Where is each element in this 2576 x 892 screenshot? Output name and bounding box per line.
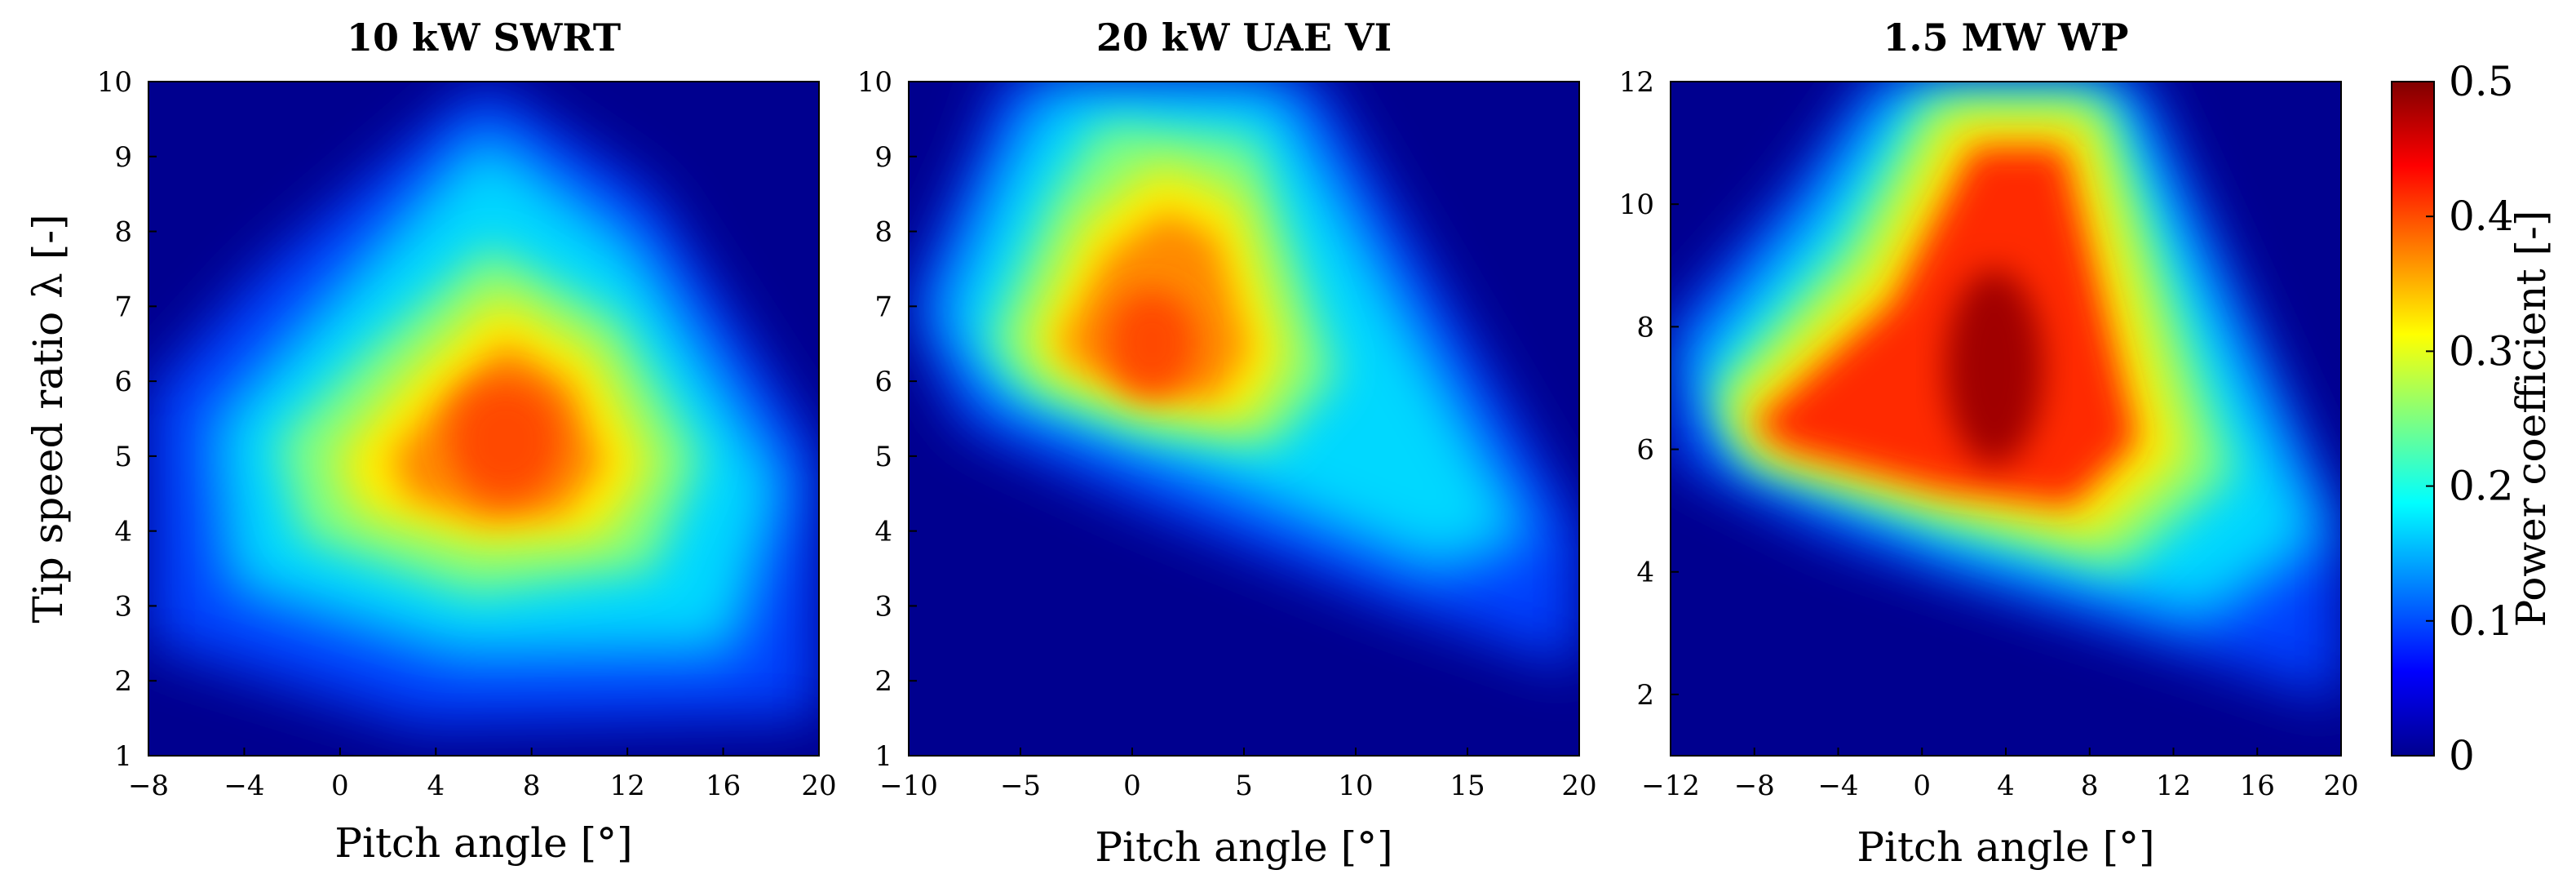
colorbar-tick-label: 0.5 [2449, 58, 2514, 105]
colorbar-ticks: 0 0.1 0.2 0.3 0.4 0.5 [2426, 58, 2514, 779]
colorbar-tick-label: 0.3 [2449, 327, 2514, 375]
x-tick-label: −4 [224, 770, 264, 802]
x-tick-label: −8 [128, 770, 169, 802]
x-tick-label: −8 [1734, 770, 1775, 802]
x-tick-label: 8 [523, 770, 541, 802]
y-tick-label: 2 [114, 665, 132, 698]
x-tick-label: 4 [427, 770, 445, 802]
y-ticks: 2 4 6 8 10 12 [1619, 66, 1679, 712]
y-tick-label: 12 [1619, 66, 1654, 99]
x-tick-label: 4 [1997, 770, 2015, 802]
x-tick-label: −12 [1641, 770, 1700, 802]
y-tick-label: 1 [114, 740, 132, 773]
x-tick-label: 16 [706, 770, 741, 802]
x-tick-label: −10 [879, 770, 938, 802]
x-tick-label: 20 [1561, 770, 1596, 802]
x-ticks: −10 −5 0 5 10 15 20 [879, 748, 1597, 802]
y-tick-label: 6 [874, 366, 892, 398]
y-tick-label: 10 [97, 66, 132, 99]
cp-peak [1945, 269, 2043, 465]
y-ticks: 1 2 3 4 5 6 7 8 9 10 [857, 66, 917, 773]
y-tick-label: 6 [1636, 434, 1654, 467]
x-tick-label: 0 [1913, 770, 1931, 802]
y-tick-label: 4 [874, 516, 892, 548]
x-tick-label: 20 [801, 770, 836, 802]
y-tick-label: 6 [114, 366, 132, 398]
y-tick-label: 1 [874, 740, 892, 773]
x-tick-label: 8 [2081, 770, 2099, 802]
colorbar-tick-label: 0.4 [2449, 193, 2514, 240]
y-tick-label: 7 [874, 291, 892, 323]
y-tick-label: 4 [114, 516, 132, 548]
x-tick-label: 0 [331, 770, 349, 802]
x-tick-label: 16 [2240, 770, 2275, 802]
panel-title: 1.5 MW WP [1883, 16, 2129, 60]
colorbar: 0 0.1 0.2 0.3 0.4 0.5 Power coefficient [-] [2391, 58, 2555, 779]
y-tick-label: 4 [1636, 557, 1654, 589]
cp-peak [449, 379, 563, 502]
panel-20kw-uae-vi: 20 kW UAE VI −10 −5 0 5 10 15 20 1 2 3 4 5 6 7 8 9 10 P… [857, 16, 1597, 871]
y-tick-label: 3 [114, 590, 132, 623]
cp-field [909, 82, 1579, 669]
y-tick-label: 5 [874, 441, 892, 473]
x-tick-label: 0 [1123, 770, 1141, 802]
cp-field [1671, 82, 2341, 702]
y-tick-label: 8 [114, 216, 132, 249]
y-tick-label: 3 [874, 590, 892, 623]
colorbar-label: Power coefficient [-] [2507, 211, 2555, 628]
x-tick-label: 15 [1450, 770, 1485, 802]
cp-field [148, 82, 819, 726]
x-tick-label: 20 [2323, 770, 2358, 802]
y-ticks: 1 2 3 4 5 6 7 8 9 10 [97, 66, 157, 773]
colorbar-tick-label: 0.1 [2449, 597, 2514, 645]
cp-peak [1107, 290, 1197, 396]
x-tick-label: −4 [1817, 770, 1858, 802]
colorbar-gradient [2391, 81, 2435, 757]
y-tick-label: 10 [1619, 189, 1654, 221]
colorbar-tick-label: 0.2 [2449, 463, 2514, 510]
y-tick-label: 10 [857, 66, 892, 99]
y-tick-label: 8 [1636, 311, 1654, 344]
x-ticks: −8 −4 0 4 8 12 16 20 [128, 748, 837, 802]
panel-title: 10 kW SWRT [347, 16, 621, 60]
x-tick-label: 5 [1235, 770, 1253, 802]
y-tick-label: 5 [114, 441, 132, 473]
y-tick-label: 9 [114, 141, 132, 174]
x-tick-label: 12 [610, 770, 645, 802]
colorbar-tick-label: 0 [2449, 732, 2475, 779]
x-ticks: −12 −8 −4 0 4 8 12 16 20 [1641, 748, 2359, 802]
y-tick-label: 9 [874, 141, 892, 174]
y-tick-label: 7 [114, 291, 132, 323]
panel-title: 20 kW UAE VI [1096, 16, 1392, 60]
y-tick-label: 8 [874, 216, 892, 249]
x-tick-label: 12 [2156, 770, 2191, 802]
x-axis-label: Pitch angle [°] [334, 819, 632, 867]
x-tick-label: −5 [1000, 770, 1041, 802]
y-axis-label: Tip speed ratio λ [-] [24, 214, 72, 623]
plot-frame [148, 81, 820, 757]
x-tick-label: 10 [1338, 770, 1373, 802]
y-tick-label: 2 [1636, 679, 1654, 712]
x-axis-label: Pitch angle [°] [1857, 823, 2154, 871]
x-axis-label: Pitch angle [°] [1095, 823, 1392, 871]
cp-band-0.40 [1754, 147, 2137, 506]
y-tick-label: 2 [874, 665, 892, 698]
